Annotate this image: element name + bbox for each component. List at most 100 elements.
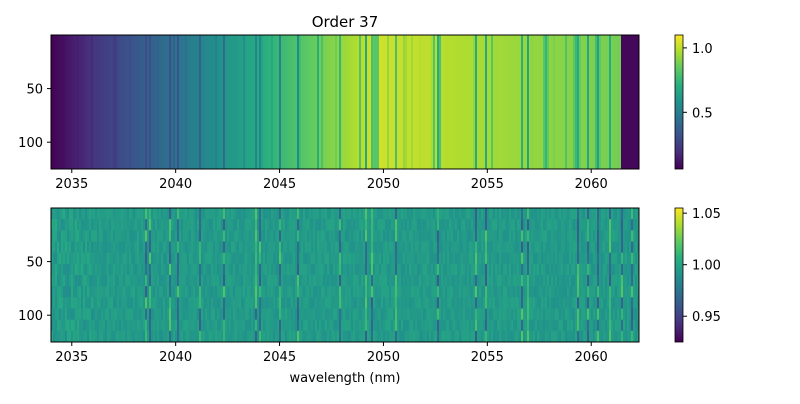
heatmap-cell [313, 263, 316, 276]
heatmap-cell [495, 275, 498, 287]
heatmap-cell [395, 308, 398, 321]
heatmap-cell [433, 330, 436, 343]
heatmap-cell [467, 219, 470, 231]
heatmap-column [409, 35, 412, 169]
heatmap-cell [523, 208, 526, 220]
heatmap-cell [391, 308, 394, 321]
heatmap-cell [237, 330, 240, 343]
heatmap-column [375, 35, 378, 169]
heatmap-cell [319, 241, 322, 254]
heatmap-cell [341, 286, 344, 298]
heatmap-cell [301, 252, 304, 265]
heatmap-cell [227, 286, 230, 298]
heatmap-cell [627, 208, 630, 220]
heatmap-column [401, 35, 404, 169]
heatmap-cell [621, 252, 624, 265]
heatmap-cell [67, 297, 70, 309]
heatmap-cell [403, 241, 406, 254]
heatmap-cell [133, 230, 136, 242]
heatmap-cell [607, 241, 610, 254]
heatmap-cell [109, 263, 112, 276]
heatmap-cell [339, 308, 342, 321]
heatmap-cell [415, 230, 418, 242]
heatmap-cell [329, 275, 332, 287]
heatmap-cell [393, 252, 396, 265]
heatmap-cell [581, 252, 584, 265]
heatmap-cell [487, 330, 490, 343]
heatmap-column [487, 35, 490, 169]
heatmap-cell [385, 308, 388, 321]
heatmap-cell [527, 330, 530, 343]
heatmap-cell [563, 219, 566, 231]
heatmap-column [305, 35, 308, 169]
heatmap-cell [509, 263, 512, 276]
heatmap-cell [73, 208, 76, 220]
heatmap-cell [487, 252, 490, 265]
heatmap-cell [67, 308, 70, 321]
heatmap-column [263, 35, 266, 169]
heatmap-cell [89, 319, 92, 332]
heatmap-column [571, 35, 574, 169]
heatmap-cell [107, 219, 110, 231]
heatmap-cell [253, 297, 256, 309]
heatmap-cell [545, 252, 548, 265]
heatmap-cell [419, 297, 422, 309]
heatmap-cell [525, 252, 528, 265]
heatmap-cell [385, 208, 388, 220]
heatmap-cell [111, 208, 114, 220]
heatmap-cell [75, 286, 78, 298]
heatmap-cell [185, 230, 188, 242]
heatmap-cell [591, 252, 594, 265]
heatmap-cell [581, 286, 584, 298]
heatmap-cell [207, 330, 210, 343]
heatmap-cell [553, 330, 556, 343]
heatmap-cell [585, 330, 588, 343]
heatmap-cell [207, 263, 210, 276]
heatmap-cell [99, 230, 102, 242]
heatmap-cell [251, 308, 254, 321]
heatmap-cell [539, 319, 542, 332]
heatmap-column [527, 35, 530, 169]
heatmap-cell [73, 219, 76, 231]
heatmap-cell [369, 230, 372, 242]
heatmap-cell [539, 297, 542, 309]
heatmap-column [399, 35, 402, 169]
heatmap-cell [163, 219, 166, 231]
heatmap-cell [157, 297, 160, 309]
heatmap-cell [355, 219, 358, 231]
heatmap-cell [457, 319, 460, 332]
heatmap-cell [107, 241, 110, 254]
heatmap-column [355, 35, 358, 169]
heatmap-cell [429, 252, 432, 265]
heatmap-cell [305, 241, 308, 254]
heatmap-cell [245, 219, 248, 231]
heatmap-cell [157, 319, 160, 332]
heatmap-cell [79, 286, 82, 298]
heatmap-cell [571, 263, 574, 276]
heatmap-cell [93, 297, 96, 309]
heatmap-cell [477, 241, 480, 254]
heatmap-cell [159, 230, 162, 242]
heatmap-cell [277, 319, 280, 332]
heatmap-cell [449, 219, 452, 231]
heatmap-cell [165, 219, 168, 231]
heatmap-cell [255, 241, 258, 254]
heatmap-cell [617, 286, 620, 298]
heatmap-cell [627, 219, 630, 231]
heatmap-cell [583, 330, 586, 343]
heatmap-cell [469, 252, 472, 265]
heatmap-cell [159, 330, 162, 343]
heatmap-cell [409, 219, 412, 231]
heatmap-cell [311, 263, 314, 276]
heatmap-cell [419, 308, 422, 321]
heatmap-cell [199, 297, 202, 309]
heatmap-cell [353, 297, 356, 309]
heatmap-cell [407, 297, 410, 309]
heatmap-cell [543, 252, 546, 265]
heatmap-cell [489, 275, 492, 287]
heatmap-cell [561, 219, 564, 231]
heatmap-cell [183, 286, 186, 298]
heatmap-cell [179, 263, 182, 276]
heatmap-cell [631, 275, 634, 287]
